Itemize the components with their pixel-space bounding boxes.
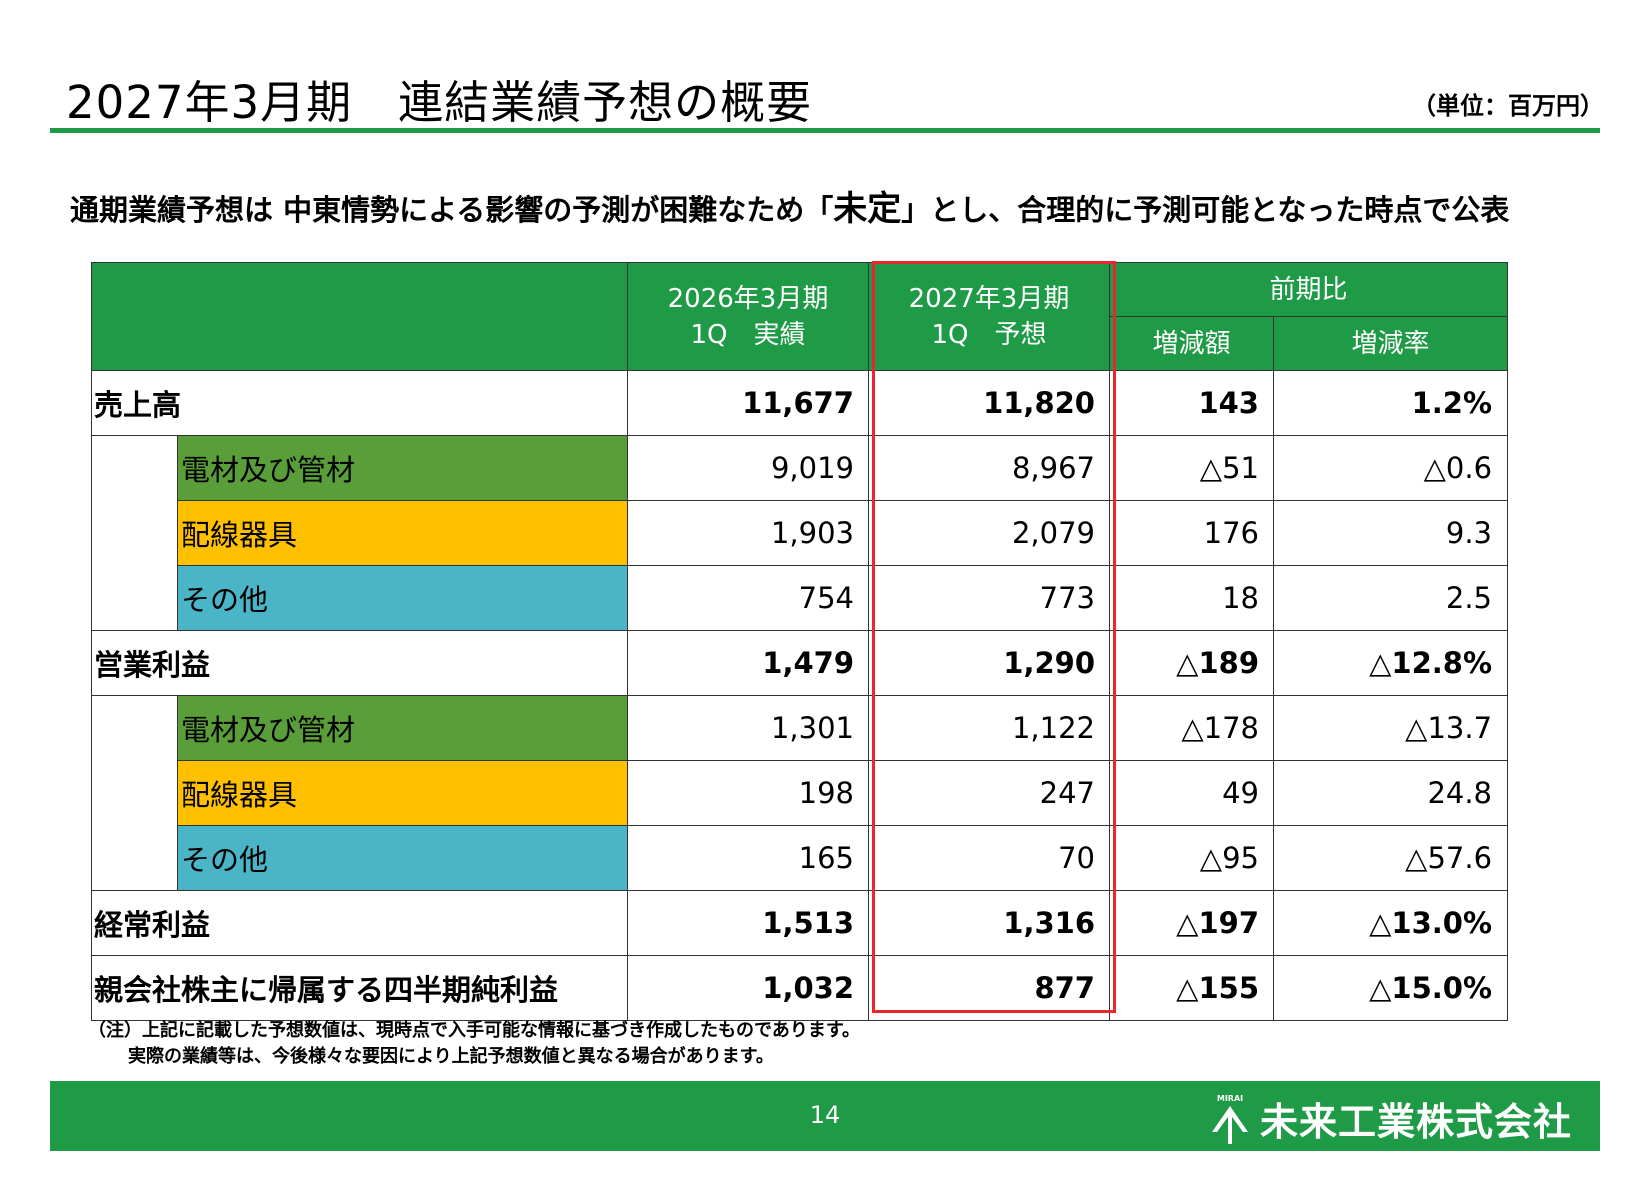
cell-diff: 143 (1109, 370, 1274, 436)
cell-forecast: 1,316 (868, 890, 1110, 956)
segment-label: その他 (177, 565, 628, 631)
headline-emphasis: 未定 (833, 189, 902, 229)
page-number: 14 (809, 1101, 841, 1129)
cell-diff: △95 (1109, 825, 1274, 891)
cell-forecast: 247 (868, 760, 1110, 826)
header-prev-period: 2026年3月期 1Q 実績 (627, 262, 869, 371)
headline: 通期業績予想は 中東情勢による影響の予測が困難なため「未定」とし、合理的に予測可… (70, 181, 1509, 230)
cell-prev: 165 (627, 825, 869, 891)
cell-forecast: 773 (868, 565, 1110, 631)
table-row: その他 754 773 18 2.5 (91, 565, 1509, 631)
indent-spacer (91, 565, 178, 631)
segment-label: 電材及び管材 (177, 435, 628, 501)
table-row: 配線器具 198 247 49 24.8 (91, 760, 1509, 826)
cell-diff: △197 (1109, 890, 1274, 956)
header-blank (91, 262, 628, 371)
table-row: 営業利益 1,479 1,290 △189 △12.8% (91, 630, 1509, 696)
row-label: 営業利益 (91, 630, 628, 696)
cell-prev: 1,032 (627, 955, 869, 1021)
cell-rate: 24.8 (1272, 760, 1509, 826)
row-label: 経常利益 (91, 890, 628, 956)
footnote: （注）上記に記載した予想数値は、現時点で入手可能な情報に基づき作成したものであり… (88, 1018, 860, 1070)
unit-label: （単位：百万円） (1412, 92, 1604, 120)
headline-pre: 通期業績予想は 中東情勢による影響の予測が困難なため「 (70, 193, 834, 227)
cell-rate: 9.3 (1272, 500, 1509, 566)
cell-rate: △13.7 (1272, 695, 1509, 761)
row-label: 親会社株主に帰属する四半期純利益 (91, 955, 628, 1021)
header-rate: 増減率 (1272, 316, 1509, 371)
segment-label: 配線器具 (177, 760, 628, 826)
cell-rate: △0.6 (1272, 435, 1509, 501)
cell-diff: △178 (1109, 695, 1274, 761)
cell-diff: △155 (1109, 955, 1274, 1021)
company-logo: MIRAI 未来工業株式会社 (1208, 1091, 1572, 1146)
company-name: 未来工業株式会社 (1259, 1100, 1572, 1144)
cell-forecast: 1,290 (868, 630, 1110, 696)
table-row: 売上高 11,677 11,820 143 1.2% (91, 370, 1509, 436)
indent-spacer (91, 435, 178, 501)
cell-rate: 1.2% (1272, 370, 1509, 436)
indent-spacer (91, 760, 178, 826)
cell-prev: 198 (627, 760, 869, 826)
cell-forecast: 11,820 (868, 370, 1110, 436)
indent-spacer (91, 695, 178, 761)
cell-rate: △57.6 (1272, 825, 1509, 891)
cell-forecast: 877 (868, 955, 1110, 1021)
cell-forecast: 70 (868, 825, 1110, 891)
segment-label: その他 (177, 825, 628, 891)
logo-small-text: MIRAI (1217, 1094, 1243, 1103)
cell-prev: 1,301 (627, 695, 869, 761)
header-diff: 増減額 (1109, 316, 1274, 371)
cell-diff: 49 (1109, 760, 1274, 826)
cell-prev: 1,513 (627, 890, 869, 956)
cell-rate: △13.0% (1272, 890, 1509, 956)
cell-forecast: 2,079 (868, 500, 1110, 566)
cell-forecast: 8,967 (868, 435, 1110, 501)
table-row: 親会社株主に帰属する四半期純利益 1,032 877 △155 △15.0% (91, 955, 1509, 1021)
table-row: その他 165 70 △95 △57.6 (91, 825, 1509, 891)
cell-diff: 18 (1109, 565, 1274, 631)
cell-rate: 2.5 (1272, 565, 1509, 631)
header-yoy: 前期比 (1108, 262, 1509, 317)
cell-prev: 754 (627, 565, 869, 631)
row-label: 売上高 (91, 370, 628, 436)
cell-prev: 1,479 (627, 630, 869, 696)
indent-spacer (91, 500, 178, 566)
title-divider (50, 128, 1600, 133)
segment-label: 電材及び管材 (177, 695, 628, 761)
header-forecast-period: 2027年3月期 1Q 予想 (868, 262, 1110, 371)
forecast-table: 2026年3月期 1Q 実績 2027年3月期 1Q 予想 前期比 増減額 増減率 … (91, 262, 1509, 1021)
cell-diff: 176 (1109, 500, 1274, 566)
cell-prev: 11,677 (627, 370, 869, 436)
table-row: 配線器具 1,903 2,079 176 9.3 (91, 500, 1509, 566)
headline-post: 」とし、合理的に予測可能となった時点で公表 (901, 193, 1510, 227)
cell-diff: △51 (1109, 435, 1274, 501)
footnote-line-1: （注）上記に記載した予想数値は、現時点で入手可能な情報に基づき作成したものであり… (88, 1020, 861, 1041)
segment-label: 配線器具 (177, 500, 628, 566)
mirai-tree-icon: MIRAI (1211, 1094, 1248, 1144)
table-row: 電材及び管材 9,019 8,967 △51 △0.6 (91, 435, 1509, 501)
page-title: 2027年3月期 連結業績予想の概要 (66, 76, 813, 129)
cell-prev: 1,903 (627, 500, 869, 566)
footnote-line-2: 実際の業績等は、今後様々な要因により上記予想数値と異なる場合があります。 (128, 1046, 774, 1067)
footer-bar: 14 MIRAI 未来工業株式会社 (50, 1081, 1600, 1151)
table-row: 電材及び管材 1,301 1,122 △178 △13.7 (91, 695, 1509, 761)
table-row: 経常利益 1,513 1,316 △197 △13.0% (91, 890, 1509, 956)
indent-spacer (91, 825, 178, 891)
cell-rate: △15.0% (1272, 955, 1509, 1021)
cell-forecast: 1,122 (868, 695, 1110, 761)
cell-diff: △189 (1109, 630, 1274, 696)
cell-rate: △12.8% (1272, 630, 1509, 696)
cell-prev: 9,019 (627, 435, 869, 501)
